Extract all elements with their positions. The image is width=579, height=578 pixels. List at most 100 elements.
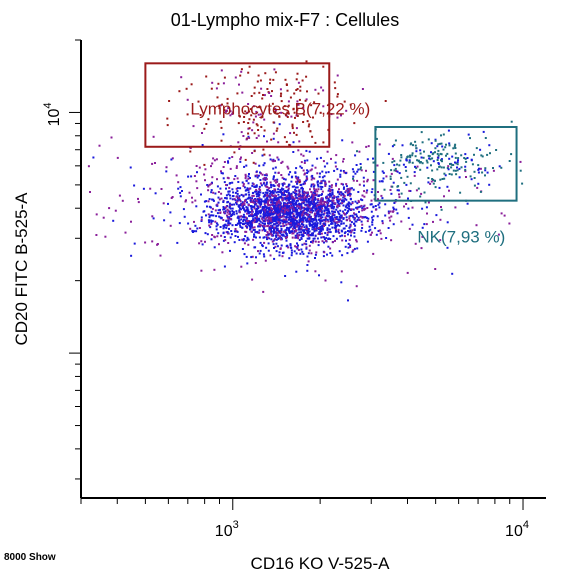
data-point [272, 192, 275, 195]
data-point [213, 236, 216, 239]
data-point [449, 163, 451, 165]
data-point [268, 228, 271, 230]
data-point [451, 272, 454, 275]
data-point [295, 196, 298, 199]
data-point [353, 235, 356, 238]
data-point [222, 227, 225, 230]
data-point [241, 238, 244, 241]
data-point [319, 219, 322, 222]
gate-label-nk: NK(7,93 %) [417, 228, 505, 247]
gate-nk[interactable] [374, 126, 518, 202]
data-point [220, 197, 223, 200]
data-point [203, 173, 206, 176]
data-point [347, 230, 349, 232]
data-point [273, 229, 275, 231]
data-point [305, 75, 308, 78]
data-point [298, 140, 301, 143]
data-point [251, 278, 254, 281]
data-point [377, 203, 380, 206]
data-point [321, 190, 324, 193]
data-point [408, 189, 411, 192]
data-point [442, 133, 445, 136]
data-point [379, 232, 382, 235]
data-point [342, 222, 345, 225]
data-point [335, 154, 338, 157]
data-point [223, 211, 226, 214]
data-point [305, 211, 308, 214]
data-point [237, 198, 240, 201]
data-point [314, 228, 317, 231]
data-point [343, 171, 346, 174]
data-point [256, 230, 259, 233]
data-point [436, 145, 439, 148]
data-point [275, 215, 278, 218]
data-point [392, 206, 395, 209]
data-point [308, 216, 311, 219]
data-point [366, 220, 369, 223]
data-point [177, 181, 180, 184]
data-point [422, 156, 425, 159]
data-point [302, 216, 305, 219]
data-point [357, 201, 360, 203]
data-point [225, 187, 227, 190]
data-point [311, 194, 314, 197]
data-point [248, 110, 251, 113]
data-point [258, 185, 261, 188]
data-point [416, 159, 419, 162]
data-point [432, 220, 434, 223]
data-point [302, 107, 305, 109]
data-point [286, 197, 289, 200]
data-point [392, 208, 395, 211]
data-point [168, 100, 171, 102]
data-point [258, 236, 261, 239]
data-point [251, 205, 254, 208]
data-point [251, 184, 254, 187]
data-point [319, 185, 322, 188]
data-point [282, 182, 285, 185]
data-point [291, 125, 294, 128]
data-point [503, 214, 506, 217]
data-point [413, 171, 416, 174]
data-point [355, 164, 358, 166]
data-point [281, 207, 284, 210]
data-point [210, 214, 213, 217]
data-point [289, 195, 292, 198]
data-point [259, 106, 262, 109]
data-point [407, 197, 409, 200]
data-point [137, 197, 139, 200]
data-point [253, 150, 256, 153]
data-point [298, 219, 301, 222]
data-point [281, 196, 284, 199]
data-point [439, 152, 442, 155]
data-point [312, 185, 315, 188]
data-point [259, 241, 262, 244]
data-point [255, 195, 258, 198]
data-point [372, 215, 375, 218]
data-point [350, 231, 353, 234]
data-point [361, 199, 364, 202]
data-point [342, 160, 344, 163]
data-point [324, 279, 327, 282]
data-point [259, 113, 262, 116]
data-point [303, 226, 306, 229]
data-point [345, 212, 348, 214]
data-point [292, 191, 295, 194]
data-point [266, 186, 269, 188]
data-point [193, 230, 196, 233]
data-point [334, 202, 337, 205]
data-point [335, 182, 338, 185]
data-point [321, 225, 324, 227]
data-point [249, 108, 252, 111]
data-point [254, 203, 257, 206]
data-point [332, 207, 335, 210]
data-point [274, 71, 277, 74]
data-point [349, 244, 352, 247]
data-point [304, 182, 306, 185]
data-point [229, 236, 232, 239]
data-point [315, 212, 318, 215]
data-point [274, 219, 277, 222]
gate-lymphocytes-b[interactable] [144, 62, 331, 148]
data-point [464, 153, 467, 156]
data-point [264, 210, 267, 213]
data-point [283, 224, 286, 227]
